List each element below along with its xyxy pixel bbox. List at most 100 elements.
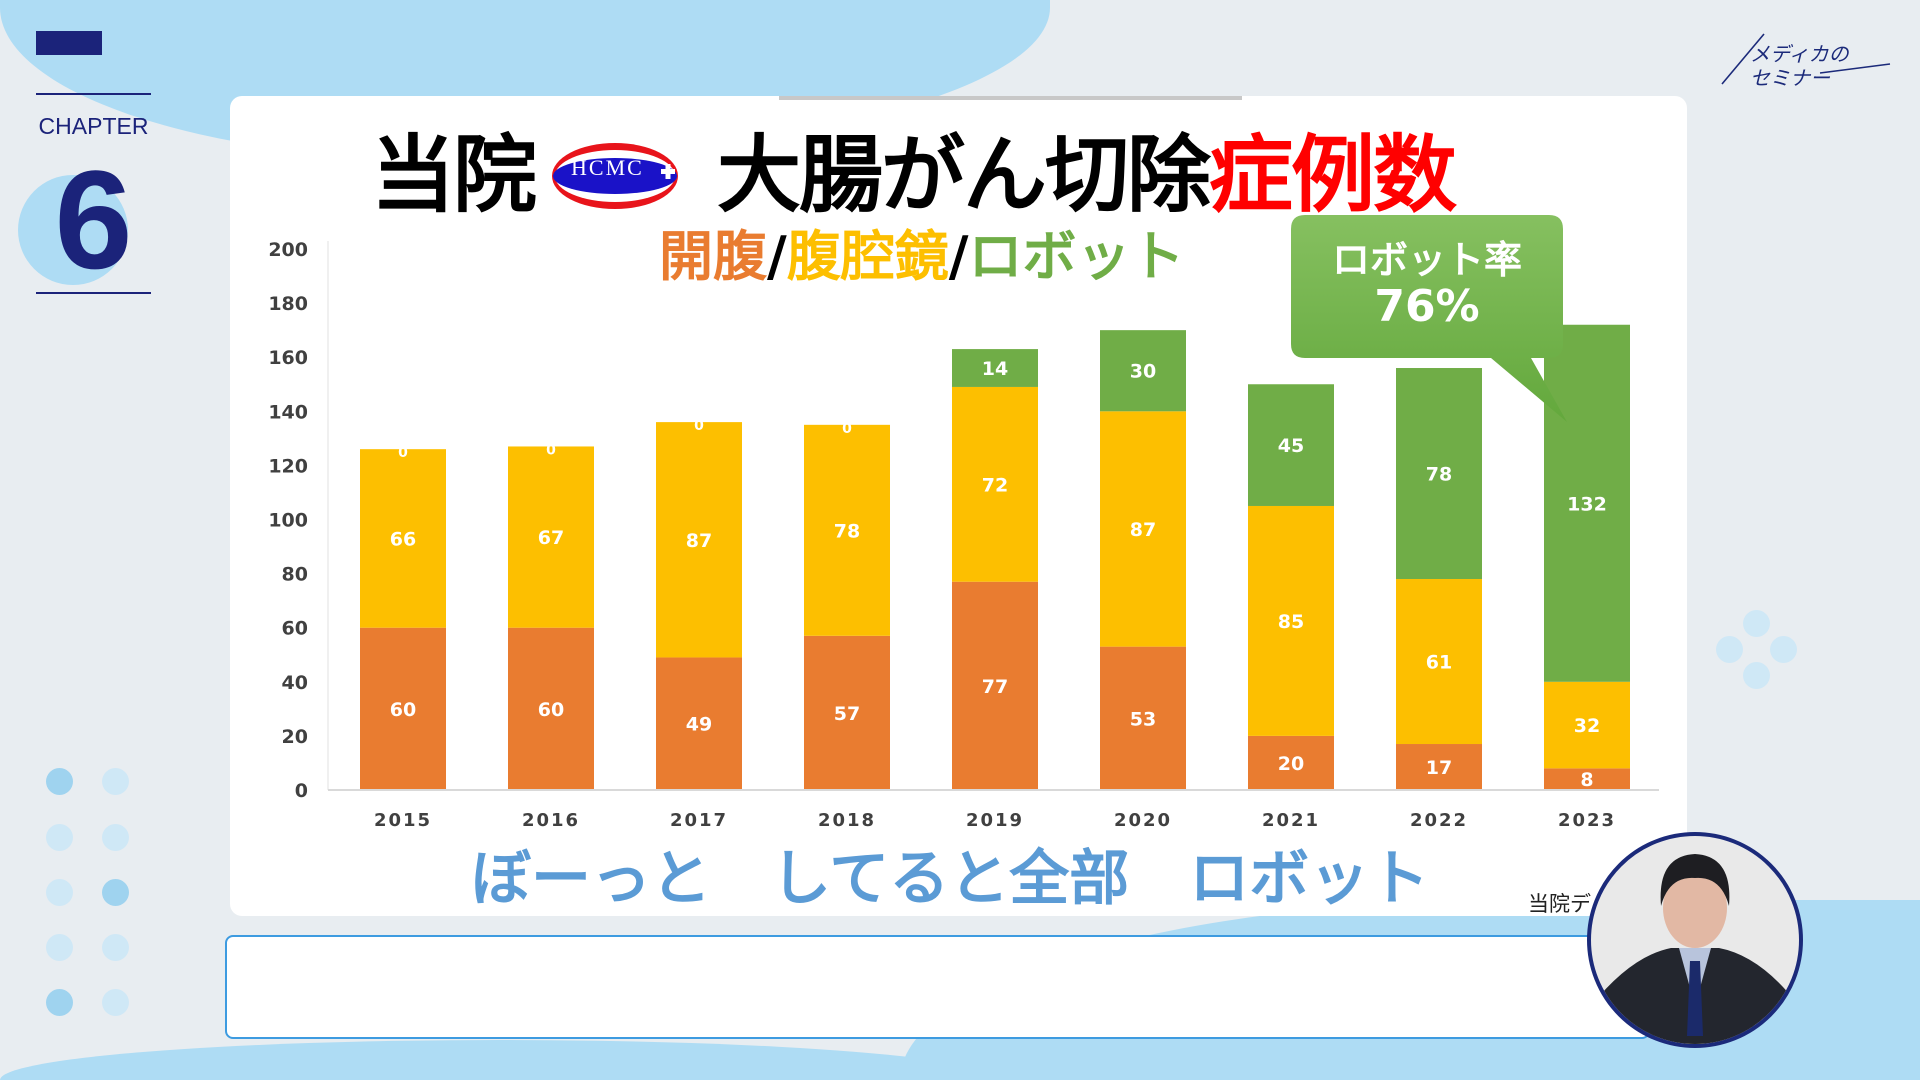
chapter-block (36, 31, 102, 55)
bar-segment-open (804, 635, 890, 790)
data-label: 87 (1130, 519, 1156, 541)
x-tick-label: 2020 (1114, 810, 1172, 831)
bar-segment-laparoscopic (508, 446, 594, 628)
decor-dot (1743, 662, 1770, 689)
data-label: 8 (1580, 769, 1593, 791)
source-note: 当院デ (1528, 892, 1591, 916)
stacked-bar-chart: 0204060801001201401601802006066020156067… (268, 239, 1659, 831)
caption-box (225, 935, 1650, 1039)
y-tick-label: 40 (282, 672, 308, 694)
bar-segment-laparoscopic (804, 424, 890, 636)
y-tick-label: 140 (268, 401, 308, 423)
slide-title: 当院 HCMC 大腸がん切除 症例数 (371, 118, 1457, 224)
background-shape (18, 175, 128, 285)
data-label: 67 (538, 527, 564, 549)
legend-open: 開腹 (659, 225, 767, 288)
legend-robot: ロボット (968, 225, 1185, 288)
decor-dot (102, 824, 129, 851)
bar-segment-robot (1396, 368, 1482, 580)
hospital-logo: HCMC (549, 133, 681, 209)
x-tick-label: 2015 (374, 810, 432, 831)
brand-logo-text: メディカのセミナー (1750, 42, 1849, 90)
bar-segment-robot (952, 349, 1038, 387)
divider (36, 93, 151, 95)
bar-segment-robot (1100, 330, 1186, 412)
data-label: 30 (1130, 361, 1156, 383)
data-label: 85 (1278, 611, 1304, 633)
bar-segment-robot (1544, 324, 1630, 682)
bar-segment-laparoscopic (952, 386, 1038, 582)
decor-dot (46, 768, 73, 795)
bar-segment-laparoscopic (1248, 505, 1334, 736)
decor-dot (1743, 610, 1770, 637)
data-label: 66 (390, 528, 416, 550)
decor-dot (1770, 636, 1797, 663)
chapter-label: CHAPTER (38, 113, 149, 139)
separator: / (767, 225, 787, 288)
y-tick-label: 180 (268, 293, 308, 315)
bar-segment-robot (1248, 384, 1334, 506)
decor-dot (46, 824, 73, 851)
data-label: 87 (686, 530, 712, 552)
bar-segment-laparoscopic (360, 449, 446, 628)
slide-message: ぼーっと してると全部 ロボット (471, 844, 1430, 914)
y-tick-label: 80 (282, 564, 308, 586)
decor-dot (102, 989, 129, 1016)
x-tick-label: 2018 (818, 810, 876, 831)
y-tick-label: 20 (282, 726, 308, 748)
bar-segment-open (1100, 646, 1186, 790)
decor-dot (46, 989, 73, 1016)
bar-segment-open (1396, 744, 1482, 790)
chapter-number: 6 (54, 141, 133, 298)
x-tick-label: 2022 (1410, 810, 1468, 831)
slide-subtitle: 開腹/腹腔鏡/ロボット (659, 212, 1184, 291)
data-label: 57 (834, 703, 860, 725)
bar-segment-open (656, 657, 742, 790)
y-tick-label: 60 (282, 618, 308, 640)
bar-segment-open (508, 627, 594, 790)
x-tick-label: 2016 (522, 810, 580, 831)
bar-segment-laparoscopic (1544, 681, 1630, 769)
bar-segment-open (1248, 735, 1334, 790)
presenter-video (1587, 832, 1803, 1048)
brand-logo: メディカのセミナー (1720, 28, 1900, 103)
background-shape (0, 1040, 1000, 1080)
data-label: 60 (538, 699, 564, 721)
data-label: 132 (1567, 493, 1607, 515)
bar-segment-laparoscopic (1100, 411, 1186, 647)
data-label: 14 (982, 358, 1008, 380)
data-label: 78 (834, 520, 860, 542)
data-label: 32 (1574, 715, 1600, 737)
slide-progress-bar (779, 96, 1242, 100)
data-label: 77 (982, 676, 1008, 698)
data-label: 17 (1426, 757, 1452, 779)
y-tick-label: 0 (295, 780, 308, 802)
data-label: 20 (1278, 753, 1304, 775)
y-tick-label: 100 (268, 510, 308, 532)
x-tick-label: 2021 (1262, 810, 1320, 831)
y-tick-label: 200 (268, 239, 308, 261)
bar-segment-laparoscopic (656, 422, 742, 658)
data-label: 45 (1278, 435, 1304, 457)
x-tick-label: 2019 (966, 810, 1024, 831)
data-label: 49 (686, 714, 712, 736)
bar-segment-open (1544, 768, 1630, 790)
bar-segment-open (360, 627, 446, 790)
x-tick-label: 2017 (670, 810, 728, 831)
data-label: 0 (546, 442, 556, 458)
data-label: 0 (842, 421, 852, 437)
data-label: 78 (1426, 464, 1452, 486)
hospital-logo-text: HCMC (571, 155, 644, 180)
robot-rate-callout: ロボット率 76% (1291, 215, 1567, 422)
data-label: 60 (390, 699, 416, 721)
title-main: 大腸がん切除 (717, 125, 1211, 224)
data-label: 0 (398, 445, 408, 461)
title-hospital: 当院 (371, 125, 537, 224)
data-label: 61 (1426, 652, 1452, 674)
separator: / (948, 225, 969, 288)
divider (36, 292, 151, 294)
callout-value: 76% (1374, 281, 1480, 332)
y-tick-label: 120 (268, 455, 308, 477)
decor-dot (1716, 636, 1743, 663)
data-label: 0 (694, 418, 704, 434)
